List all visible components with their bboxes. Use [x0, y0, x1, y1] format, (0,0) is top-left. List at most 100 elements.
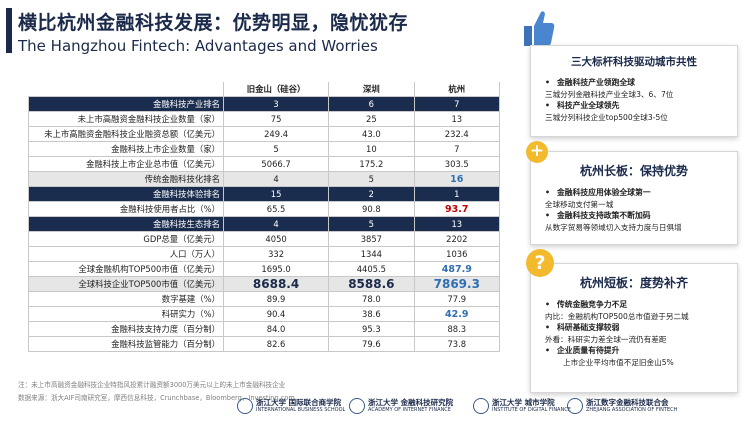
table-row: 全球金融机构TOP500市值（亿美元） 1695.0 4405.5 487.9: [28, 261, 501, 277]
row-label: 科研实力（%）: [28, 306, 224, 322]
table-cell: 43.0: [328, 126, 415, 142]
logo-sub: ZHEJIANG ASSOCIATION OF FINTECH: [586, 406, 678, 413]
logo-sub: ACADEMY OF INTERNET FINANCE: [368, 406, 451, 413]
logo-sub: INTERNATIONAL BUSINESS SCHOOL: [256, 406, 346, 413]
bullet-detail: 上市企业平均市值不足旧金山5%: [563, 358, 674, 367]
bullet-detail: 三城分列科技企业top500全球3-5位: [545, 113, 668, 122]
table-cell: 249.4: [222, 126, 330, 142]
plus-icon: +: [526, 141, 548, 163]
table-cell: 15: [222, 186, 330, 202]
row-label: 传统金融科技化排名: [28, 171, 224, 187]
table-cell: 95.3: [328, 321, 415, 337]
row-label: 全球科技企业TOP500市值（亿美元）: [28, 276, 224, 292]
table-cell: 84.0: [222, 321, 330, 337]
table-cell: 10: [328, 141, 415, 157]
table-cell: 175.2: [328, 156, 415, 172]
page-subtitle: The Hangzhou Fintech: Advantages and Wor…: [18, 37, 378, 55]
card-title: 杭州长板：保持优势: [579, 164, 688, 178]
seal-icon: [567, 398, 583, 414]
row-label: 未上市高融资金融科技企业融资总额（亿美元）: [28, 126, 224, 142]
table-cell: 1: [413, 186, 501, 202]
row-label: 数字基建（%）: [28, 291, 224, 307]
table-row: 金融科技生态排名 4 5 13: [28, 216, 501, 232]
row-label: 金融科技上市企业数量（家）: [28, 141, 224, 157]
logo-city-college: 浙江大学 城市学院 INSTITUTE OF DIGITAL FINANCE: [473, 395, 571, 417]
card-common-traits: 三大标杆科技驱动城市共性 金融科技产业领跑全球 三城分列金融科技产业全球3、6、…: [530, 45, 738, 137]
row-label: 金融科技生态排名: [28, 216, 224, 232]
column-header: 深圳: [328, 82, 415, 97]
table-row: 金融科技支持力度（百分制） 84.0 95.3 88.3: [28, 321, 501, 337]
table-cell: 6: [328, 96, 415, 112]
table-cell: 8588.6: [328, 276, 415, 292]
row-label: 金融科技监管能力（百分制）: [28, 336, 224, 352]
summary-panel: 三大标杆科技驱动城市共性 金融科技产业领跑全球 三城分列金融科技产业全球3、6、…: [518, 0, 750, 422]
table-cell: 79.6: [328, 336, 415, 352]
card-title: 杭州短板：度势补齐: [579, 276, 688, 290]
table-cell: 65.5: [222, 201, 330, 217]
row-label: 金融科技使用者占比（%）: [28, 201, 224, 217]
seal-icon: [349, 398, 365, 414]
table-row: 未上市高融资金融科技企业融资总额（亿美元） 249.4 43.0 232.4: [28, 126, 501, 142]
bullet-point: 企业质量有待提升: [531, 345, 737, 357]
table-cell: 25: [328, 111, 415, 127]
table-cell: 93.7: [413, 201, 501, 217]
table-cell: 5066.7: [222, 156, 330, 172]
table-row: 金融科技产业排名 3 6 7: [28, 96, 501, 112]
table-cell: 73.8: [413, 336, 501, 352]
row-label: 金融科技产业排名: [28, 96, 224, 112]
footnote: 注：未上市高融资金融科技企业特指风投累计融资额3000万美元以上的未上市金融科技…: [18, 381, 286, 389]
row-label: 未上市高融资金融科技企业数量（家）: [28, 111, 224, 127]
table-cell: 3857: [328, 231, 415, 247]
logo-name: 浙江大学 国际联合商学院: [256, 398, 342, 408]
logo-ibs: 浙江大学 国际联合商学院 INTERNATIONAL BUSINESS SCHOO…: [237, 395, 345, 417]
table-cell: 7: [413, 141, 501, 157]
table-cell: 4: [222, 171, 330, 187]
header-corner: [28, 82, 224, 97]
table-cell: 4: [222, 216, 330, 232]
table-cell: 88.3: [413, 321, 501, 337]
table-cell: 303.5: [413, 156, 501, 172]
table-row: 金融科技上市企业总市值（亿美元） 5066.7 175.2 303.5: [28, 156, 501, 172]
logo-name: 浙江数字金融科技联合会: [586, 398, 669, 408]
data-source: 数据来源：浙大AIF司南研究室，摩西信息科技，Crunchbase，Bloomb…: [18, 394, 295, 402]
table-cell: 5: [328, 216, 415, 232]
table-cell: 38.6: [328, 306, 415, 322]
table-row: 金融科技使用者占比（%） 65.5 90.8 93.7: [28, 201, 501, 217]
row-label: 金融科技支持力度（百分制）: [28, 321, 224, 337]
table-header-row: 旧金山（硅谷） 深圳 杭州: [28, 82, 501, 97]
table-cell: 4050: [222, 231, 330, 247]
bullet-detail: 外看：科研实力差全球一流仍有差距: [545, 335, 667, 344]
column-header: 旧金山（硅谷）: [222, 82, 330, 97]
table-cell: 90.8: [328, 201, 415, 217]
table-row: 人口（万人） 332 1344 1036: [28, 246, 501, 262]
table-cell: 13: [413, 111, 501, 127]
table-cell: 5: [222, 141, 330, 157]
row-label: 金融科技体验排名: [28, 186, 224, 202]
table-cell: 7869.3: [413, 276, 501, 292]
table-row: 金融科技体验排名 15 2 1: [28, 186, 501, 202]
row-label: 金融科技上市企业总市值（亿美元）: [28, 156, 224, 172]
bullet-detail: 从数字贸易等领域切入支持力度与日俱增: [545, 223, 682, 232]
card-weaknesses: 杭州短板：度势补齐 传统金融竞争力不足 内比：金融机构TOP500总市值逊于另二…: [530, 263, 738, 393]
table-cell: 3: [222, 96, 330, 112]
table-row: 未上市高融资金融科技企业数量（家） 75 25 13: [28, 111, 501, 127]
table-row: GDP总量（亿美元） 4050 3857 2202: [28, 231, 501, 247]
table-row: 金融科技监管能力（百分制） 82.6 79.6 73.8: [28, 336, 501, 352]
logo-fintech-association: 浙江数字金融科技联合会 ZHEJIANG ASSOCIATION OF FINTE…: [567, 395, 677, 417]
table-row: 数字基建（%） 89.9 78.0 77.9: [28, 291, 501, 307]
bullet-detail: 全球移动支付第一城: [545, 200, 614, 209]
table-cell: 82.6: [222, 336, 330, 352]
table-cell: 487.9: [413, 261, 501, 277]
title-accent-bar: [6, 8, 12, 53]
seal-icon: [473, 398, 489, 414]
bullet-detail: 三城分列金融科技产业全球3、6、7位: [545, 90, 674, 99]
logo-strip: 浙江大学 国际联合商学院 INTERNATIONAL BUSINESS SCHOO…: [237, 395, 677, 417]
bullet-point: 传统金融竞争力不足: [531, 299, 737, 311]
page-title: 横比杭州金融科技发展：优势明显，隐忧犹存: [18, 12, 409, 34]
table-cell: 4405.5: [328, 261, 415, 277]
row-label: 全球金融机构TOP500市值（亿美元）: [28, 261, 224, 277]
comparison-table: 旧金山（硅谷） 深圳 杭州 金融科技产业排名 3 6 7 未上市高融资金融科技企业数量（家） 7…: [28, 82, 501, 352]
logo-name: 浙江大学 金融科技研究院: [368, 398, 454, 408]
row-label: 人口（万人）: [28, 246, 224, 262]
bullet-point: 金融科技应用体验全球第一: [531, 187, 737, 199]
